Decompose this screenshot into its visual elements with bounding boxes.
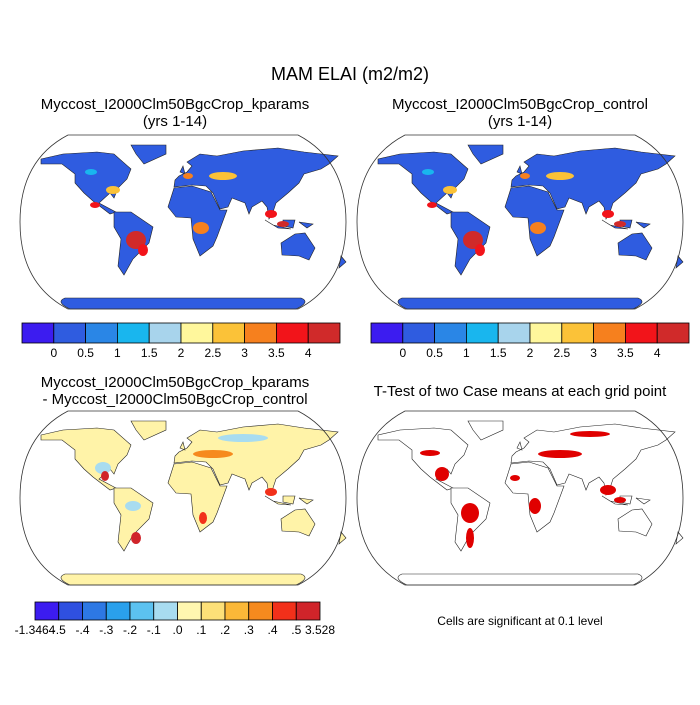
colorbar-label: 1.5 bbox=[141, 346, 158, 360]
colorbar-label: 0 bbox=[50, 346, 57, 360]
colorbar-box bbox=[129, 601, 155, 621]
colorbar-label: 1.5 bbox=[490, 346, 507, 360]
colorbar-box bbox=[177, 601, 202, 621]
colorbar-box bbox=[434, 322, 467, 344]
colorbar-label: -.2 bbox=[123, 623, 137, 637]
colorbar-label: 2.5 bbox=[204, 346, 221, 360]
colorbar-box bbox=[21, 322, 55, 344]
colorbar-box bbox=[272, 601, 297, 621]
colorbar-box bbox=[180, 322, 214, 344]
colorbar-label: 0.5 bbox=[77, 346, 94, 360]
colorbar-label: .0 bbox=[172, 623, 182, 637]
panel-title: (yrs 1-14) bbox=[143, 113, 207, 130]
colorbar-box bbox=[105, 601, 131, 621]
colorbar-box bbox=[656, 322, 690, 344]
colorbar-label: .5 bbox=[291, 623, 301, 637]
colorbar-box bbox=[153, 601, 178, 621]
map-kparams bbox=[19, 134, 347, 310]
map-control bbox=[356, 134, 684, 310]
colorbar-box bbox=[561, 322, 594, 344]
colorbar-box bbox=[200, 601, 226, 621]
colorbar-label: 2 bbox=[527, 346, 534, 360]
colorbar-box bbox=[148, 322, 182, 344]
panel-note: Cells are significant at 0.1 level bbox=[437, 614, 602, 628]
colorbar-box bbox=[465, 322, 499, 344]
colorbar-box bbox=[307, 322, 341, 344]
panel-title: - Myccost_I2000Clm50BgcCrop_control bbox=[42, 391, 307, 408]
colorbar-label: .1 bbox=[196, 623, 206, 637]
colorbar-box bbox=[224, 601, 250, 621]
colorbar-box bbox=[529, 322, 563, 344]
map-difference bbox=[19, 410, 347, 586]
colorbar-label: -.5 bbox=[52, 623, 66, 637]
colorbar-box bbox=[275, 322, 309, 344]
colorbar-label: .3 bbox=[244, 623, 254, 637]
colorbar-box bbox=[244, 322, 277, 344]
panel-title: (yrs 1-14) bbox=[488, 113, 552, 130]
colorbar-label: 3.5 bbox=[268, 346, 285, 360]
colorbar-box bbox=[625, 322, 658, 344]
colorbar-label: 1 bbox=[114, 346, 121, 360]
colorbar-label: 0 bbox=[399, 346, 406, 360]
panel-title: Myccost_I2000Clm50BgcCrop_kparams bbox=[41, 374, 309, 391]
colorbar-label: 0.5 bbox=[426, 346, 443, 360]
colorbar-label: 3 bbox=[590, 346, 597, 360]
colorbar-label: 2.5 bbox=[553, 346, 570, 360]
panel-title: T-Test of two Case means at each grid po… bbox=[374, 383, 667, 400]
colorbar-label: -1.3464 bbox=[15, 623, 56, 637]
colorbar-box bbox=[85, 322, 118, 344]
figure-title: MAM ELAI (m2/m2) bbox=[271, 64, 429, 84]
colorbar-label: 2 bbox=[178, 346, 185, 360]
colorbar-label: .2 bbox=[220, 623, 230, 637]
colorbar-label: 4 bbox=[305, 346, 312, 360]
colorbar-box bbox=[593, 322, 626, 344]
colorbar-label: -.3 bbox=[99, 623, 113, 637]
colorbar-label: 4 bbox=[654, 346, 661, 360]
colorbar-box bbox=[53, 322, 86, 344]
panel-title: Myccost_I2000Clm50BgcCrop_control bbox=[392, 96, 648, 113]
colorbar-label: 3 bbox=[241, 346, 248, 360]
colorbar-box bbox=[295, 601, 321, 621]
colorbar-box bbox=[34, 601, 60, 621]
colorbar-label: 3.5 bbox=[617, 346, 634, 360]
colorbar-box bbox=[497, 322, 531, 344]
colorbar-box bbox=[370, 322, 404, 344]
colorbar-box bbox=[82, 601, 107, 621]
colorbar-box bbox=[402, 322, 435, 344]
colorbar-label: .4 bbox=[267, 623, 277, 637]
colorbar-label: 3.528 bbox=[305, 623, 335, 637]
colorbar-label: 1 bbox=[463, 346, 470, 360]
colorbar-box bbox=[248, 601, 273, 621]
colorbar-label: -.4 bbox=[75, 623, 89, 637]
panel-title: Myccost_I2000Clm50BgcCrop_kparams bbox=[41, 96, 309, 113]
colorbar-box bbox=[117, 322, 150, 344]
colorbar-box bbox=[58, 601, 83, 621]
colorbar-label: -.1 bbox=[147, 623, 161, 637]
map-ttest bbox=[356, 410, 684, 586]
colorbar-box bbox=[212, 322, 246, 344]
